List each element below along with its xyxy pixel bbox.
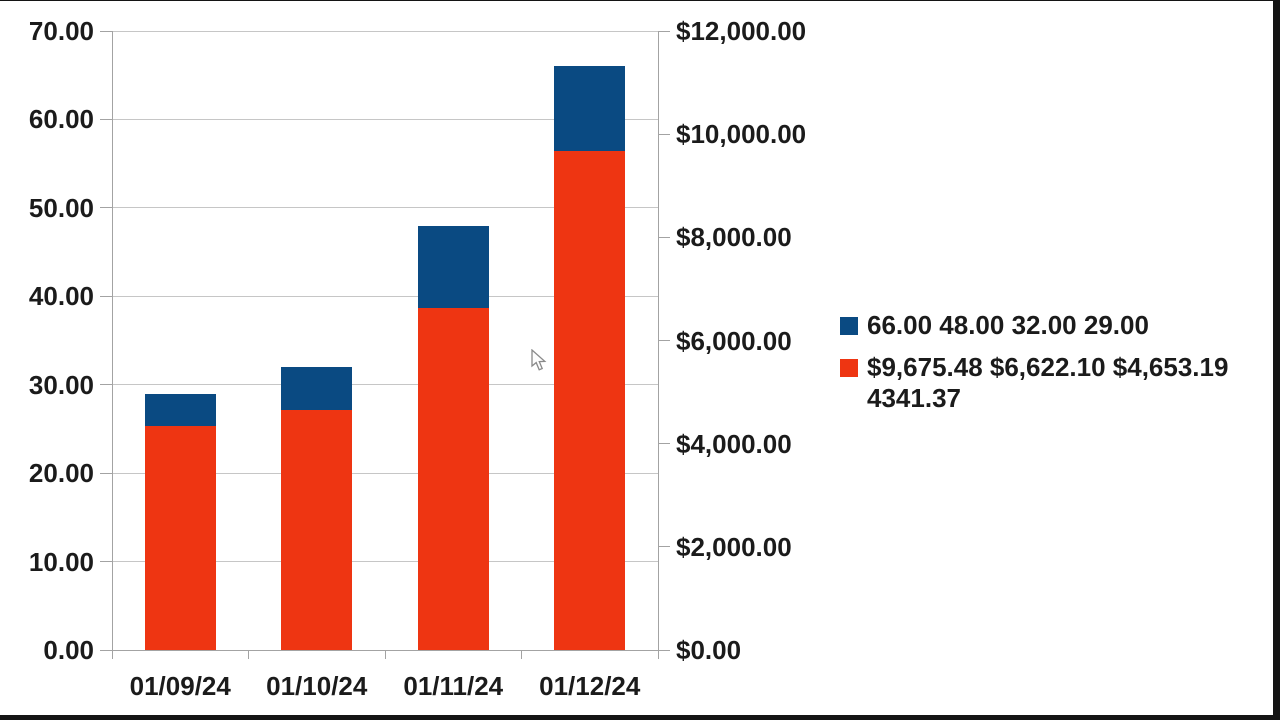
y-axis-right-line [658, 31, 659, 650]
x-axis-tick [521, 650, 522, 659]
x-axis-category-label: 01/12/24 [539, 671, 641, 701]
right-axis-tick-label: $6,000.00 [676, 325, 792, 356]
left-axis-tick [100, 384, 112, 386]
x-axis-category-label: 01/09/24 [129, 671, 231, 701]
video-frame-border-bottom [0, 715, 1280, 720]
right-axis-tick-label: $8,000.00 [676, 222, 792, 253]
x-axis-category-label: 01/11/24 [403, 671, 504, 701]
legend-item: 66.00 48.00 32.00 29.00 [840, 310, 1270, 341]
x-axis-tick [384, 650, 386, 659]
left-axis-tick-label: 60.00 [28, 104, 94, 135]
right-axis-tick-label: $0.00 [676, 635, 742, 665]
video-frame-border-right [1273, 0, 1280, 720]
right-axis-tick-label: $10,000.00 [676, 119, 807, 150]
x-axis-tick [657, 650, 659, 659]
y-axis-left-line [112, 31, 113, 650]
left-axis-tick-label: 50.00 [28, 192, 94, 223]
left-axis-tick [100, 118, 112, 120]
right-axis-tick [658, 340, 670, 341]
legend-item: $9,675.48 $6,622.10 $4,653.19 4341.37 [840, 352, 1270, 414]
bar-dollar-series [144, 426, 216, 650]
legend-swatch-icon [840, 359, 858, 377]
video-frame-border-top [0, 0, 1280, 1]
gridline [112, 561, 658, 563]
left-axis-tick-label: 20.00 [28, 458, 94, 489]
left-axis-tick [100, 561, 112, 563]
left-axis-tick-label: 40.00 [28, 281, 94, 312]
legend-swatch-icon [840, 317, 858, 335]
right-axis-tick-label: $4,000.00 [676, 428, 792, 459]
left-axis-tick-label: 0.00 [43, 635, 94, 665]
bar-dollar-series [417, 308, 489, 650]
gridline [112, 118, 658, 120]
x-axis-tick [111, 650, 113, 659]
right-axis-tick [658, 236, 670, 238]
bar-dollar-series [281, 409, 353, 650]
left-axis-tick-label: 10.00 [28, 546, 94, 577]
right-axis-tick [658, 546, 670, 548]
x-axis-tick [248, 650, 249, 659]
right-axis-tick [658, 443, 670, 445]
legend-label: 66.00 48.00 32.00 29.00 [867, 310, 1149, 340]
left-axis-tick-label: 30.00 [28, 369, 94, 400]
gridline [112, 472, 658, 474]
left-axis-tick [100, 472, 112, 474]
right-axis-tick-label: $2,000.00 [676, 531, 792, 562]
left-axis-tick [100, 207, 112, 209]
left-axis-tick-label: 70.00 [28, 16, 94, 46]
bar-dollar-series [554, 150, 626, 650]
legend: 66.00 48.00 32.00 29.00 $9,675.48 $6,622.… [840, 310, 1270, 425]
right-axis-tick [658, 30, 670, 32]
x-axis-category-label: 01/10/24 [266, 671, 368, 701]
gridline [112, 207, 658, 209]
mouse-cursor-icon [531, 349, 547, 371]
right-axis-tick [658, 133, 670, 135]
left-axis-tick [100, 30, 112, 32]
left-axis-tick [100, 295, 112, 297]
right-axis-tick-label: $12,000.00 [676, 16, 807, 46]
gridline [112, 30, 658, 32]
legend-label: $9,675.48 $6,622.10 $4,653.19 4341.37 [867, 352, 1229, 413]
gridline [112, 295, 658, 297]
gridline [112, 384, 658, 386]
